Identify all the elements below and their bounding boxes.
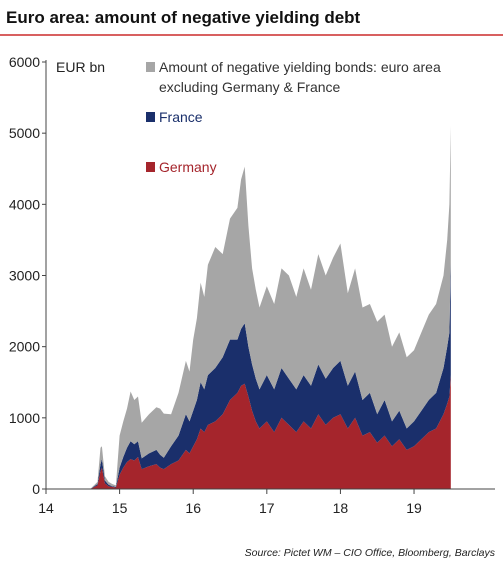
- x-tick-label: 17: [259, 500, 275, 516]
- legend-label: Amount of negative yielding bonds: euro …: [159, 59, 441, 75]
- x-tick-label: 16: [185, 500, 201, 516]
- axes: [42, 60, 495, 494]
- legend-swatch: [146, 62, 155, 72]
- legend-label: Germany: [159, 159, 217, 175]
- y-tick-label: 5000: [9, 125, 40, 141]
- legend: Amount of negative yielding bonds: euro …: [146, 59, 441, 175]
- y-tick-label: 1000: [9, 410, 40, 426]
- legend-swatch: [146, 112, 155, 122]
- y-tick-label: 4000: [9, 196, 40, 212]
- y-tick-label: 3000: [9, 268, 40, 284]
- legend-label: France: [159, 109, 203, 125]
- x-tick-label: 19: [406, 500, 422, 516]
- series-area-0: [90, 375, 451, 489]
- source-note: Source: Pictet WM – CIO Office, Bloomber…: [245, 547, 496, 559]
- legend-swatch: [146, 162, 155, 172]
- x-tick-label: 15: [112, 500, 128, 516]
- y-tick-label: 2000: [9, 339, 40, 355]
- legend-label: excluding Germany & France: [159, 79, 341, 95]
- series-area-1: [90, 261, 451, 489]
- y-tick-label: 0: [32, 481, 40, 497]
- series-areas: [90, 126, 451, 489]
- x-tick-label: 18: [333, 500, 349, 516]
- series-area-2: [90, 126, 451, 489]
- y-tick-labels: 0 1000 2000 3000 4000 5000 6000: [9, 54, 40, 497]
- x-tick-label: 14: [38, 500, 54, 516]
- x-tick-labels: 14 15 16 17 18 19: [38, 500, 422, 516]
- unit-label: EUR bn: [56, 59, 105, 75]
- chart-title: Euro area: amount of negative yielding d…: [6, 8, 361, 27]
- y-tick-label: 6000: [9, 54, 40, 70]
- plot-area: 0 1000 2000 3000 4000 5000 6000 14 15 16 17 18 19: [9, 54, 495, 516]
